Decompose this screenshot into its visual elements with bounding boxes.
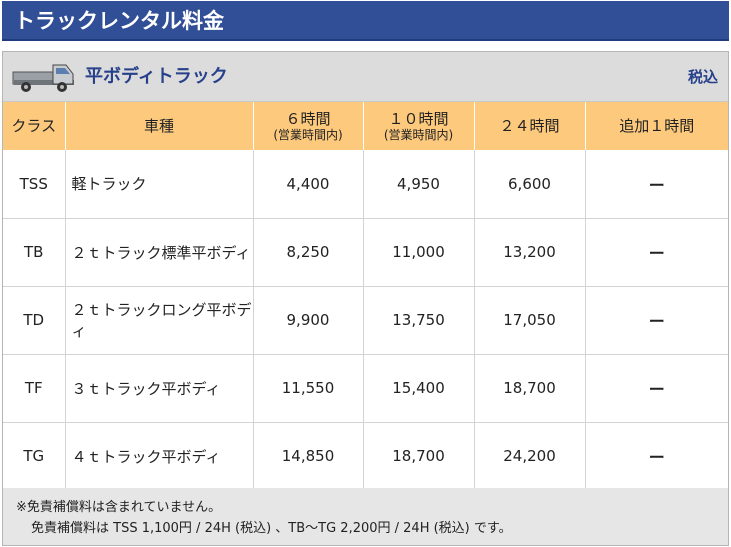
cell-class: TD (3, 286, 65, 355)
header-10-hours: １０時間 (営業時間内) (362, 102, 474, 150)
cell-extra-hour: ー (584, 286, 728, 355)
cell-vehicle-type: ３ｔトラック平ボディ (64, 354, 253, 423)
note-line-2: 免責補償料は TSS 1,100円 / 24H (税込) 、TB～TG 2,20… (31, 521, 512, 536)
rental-rate-table: クラス 車種 ６時間 (営業時間内) １０時間 (営業時間内) ２４時間 追加１時間… (3, 102, 728, 491)
section-header: 平ボディトラック 税込 (3, 52, 728, 102)
cell-6h-price: 8,250 (252, 218, 363, 287)
cell-24h-price: 13,200 (473, 218, 585, 287)
cell-10h-price: 18,700 (362, 422, 474, 491)
rental-price-panel: 平ボディトラック 税込 クラス 車種 ６時間 (営業時間内) １０時間 (営業時間内… (2, 51, 729, 546)
table-row: TSS 軽トラック 4,400 4,950 6,600 ー (3, 150, 728, 219)
cell-24h-price: 18,700 (473, 354, 585, 423)
tax-included-label: 税込 (687, 68, 718, 86)
table-row: TF ３ｔトラック平ボディ 11,550 15,400 18,700 ー (3, 354, 728, 423)
cell-vehicle-type: ２ｔトラックロング平ボディ (64, 286, 253, 355)
cell-6h-price: 4,400 (252, 150, 363, 219)
cell-6h-price: 9,900 (252, 286, 363, 355)
cell-vehicle-type: 軽トラック (64, 150, 253, 219)
header-6-hours: ６時間 (営業時間内) (252, 102, 363, 150)
cell-10h-price: 11,000 (362, 218, 474, 287)
table-row: TG ４ｔトラック平ボディ 14,850 18,700 24,200 ー (3, 422, 728, 491)
cell-10h-price: 4,950 (362, 150, 474, 219)
page-title: トラックレンタル料金 (2, 1, 729, 41)
table-header-row: クラス 車種 ６時間 (営業時間内) １０時間 (営業時間内) ２４時間 追加１時間 (3, 102, 728, 150)
cell-extra-hour: ー (584, 218, 728, 287)
table-row: TB ２ｔトラック標準平ボディ 8,250 11,000 13,200 ー (3, 218, 728, 287)
header-class: クラス (3, 102, 65, 150)
cell-vehicle-type: ４ｔトラック平ボディ (64, 422, 253, 491)
cell-class: TF (3, 354, 65, 423)
cell-class: TG (3, 422, 65, 491)
note-line-1: ※免責補償料は含まれていません。 (16, 500, 222, 515)
cell-extra-hour: ー (584, 422, 728, 491)
cell-vehicle-type: ２ｔトラック標準平ボディ (64, 218, 253, 287)
cell-class: TSS (3, 150, 65, 219)
header-vehicle-type: 車種 (64, 102, 253, 150)
cell-6h-price: 11,550 (252, 354, 363, 423)
table-row: TD ２ｔトラックロング平ボディ 9,900 13,750 17,050 ー (3, 286, 728, 355)
cell-10h-price: 13,750 (362, 286, 474, 355)
cell-extra-hour: ー (584, 150, 728, 219)
cell-24h-price: 17,050 (473, 286, 585, 355)
truck-icon (12, 64, 74, 92)
cell-24h-price: 24,200 (473, 422, 585, 491)
disclaimer-note: ※免責補償料は含まれていません。 免責補償料は TSS 1,100円 / 24H… (3, 488, 728, 545)
section-title: 平ボディトラック (85, 66, 228, 87)
cell-extra-hour: ー (584, 354, 728, 423)
cell-6h-price: 14,850 (252, 422, 363, 491)
header-extra-hour: 追加１時間 (584, 102, 728, 150)
cell-24h-price: 6,600 (473, 150, 585, 219)
cell-class: TB (3, 218, 65, 287)
header-24-hours: ２４時間 (473, 102, 585, 150)
cell-10h-price: 15,400 (362, 354, 474, 423)
